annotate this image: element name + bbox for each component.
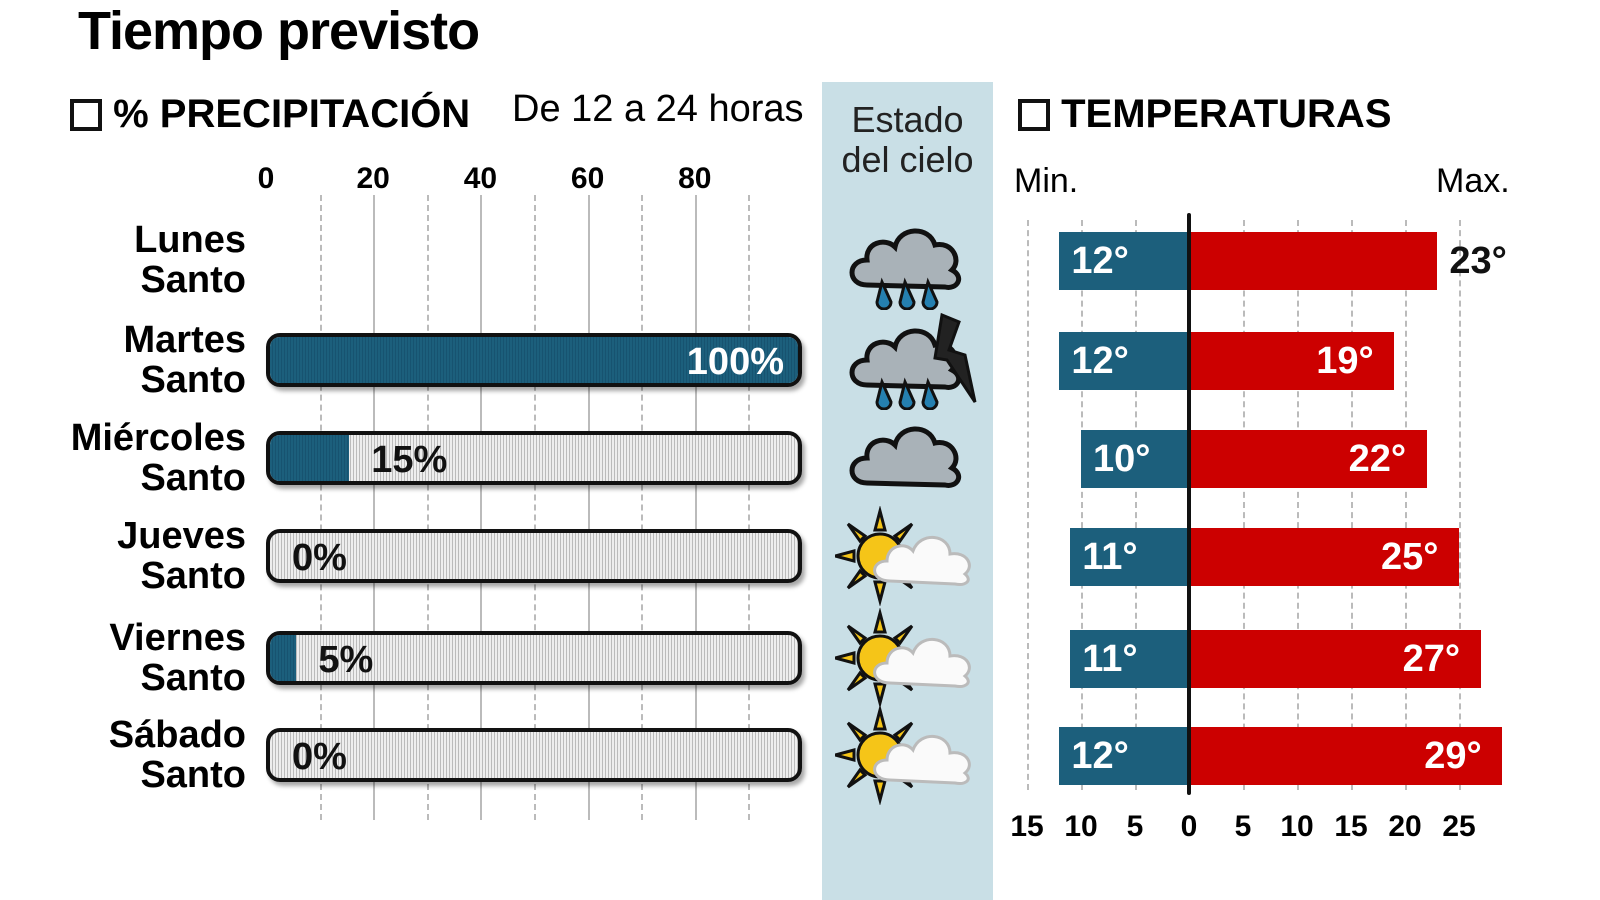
precip-bar: 0% xyxy=(266,728,802,782)
min-temp-label: 11° xyxy=(1082,536,1138,578)
x-tick-label: 5 xyxy=(1234,810,1252,843)
sky-header-line1: Estado xyxy=(851,99,964,140)
precip-value-label: 0% xyxy=(292,537,347,579)
max-temp-bar xyxy=(1189,528,1459,586)
gridline xyxy=(373,195,376,820)
min-temp-bar xyxy=(1081,430,1189,488)
max-label: Max. xyxy=(1436,162,1510,200)
gridline xyxy=(480,195,483,820)
min-temp-bar xyxy=(1059,332,1189,390)
gridline xyxy=(1081,220,1083,790)
max-temp-bar xyxy=(1189,232,1438,290)
gridline xyxy=(748,195,751,820)
precip-fill xyxy=(270,435,350,481)
x-tick-label: 5 xyxy=(1126,810,1144,843)
max-temp-label: 25° xyxy=(1381,536,1439,578)
sun-cloud-icon xyxy=(835,708,971,802)
precip-header: % PRECIPITACIÓN xyxy=(70,92,470,137)
checkbox-icon xyxy=(70,99,102,131)
day-label: Viernes Santo xyxy=(109,617,246,699)
max-temp-bar xyxy=(1189,727,1503,785)
max-temp-bar xyxy=(1189,430,1427,488)
min-temp-label: 12° xyxy=(1071,340,1129,382)
max-temp-label: 22° xyxy=(1348,438,1407,480)
min-temp-bar xyxy=(1059,727,1189,785)
precip-value-label: 5% xyxy=(318,639,374,681)
precip-value-label: 0% xyxy=(292,736,347,778)
max-temp-label: 29° xyxy=(1424,735,1482,777)
gridline xyxy=(534,195,536,820)
precip-value-label: 100% xyxy=(686,341,784,383)
x-tick-label: 15 xyxy=(1010,810,1044,843)
x-tick-label: 10 xyxy=(1064,810,1098,843)
cloud-rain-icon xyxy=(835,210,985,310)
max-temp-bar xyxy=(1189,630,1481,688)
min-temp-label: 12° xyxy=(1071,240,1129,282)
precip-fill xyxy=(270,337,798,383)
x-tick-label: 80 xyxy=(678,162,712,195)
zero-axis xyxy=(1187,213,1191,795)
cloud-icon xyxy=(835,408,985,508)
min-label: Min. xyxy=(1014,162,1079,200)
gridline xyxy=(426,195,429,820)
min-temp-label: 10° xyxy=(1093,438,1151,480)
gridline xyxy=(694,195,697,820)
precip-subtitle: De 12 a 24 horas xyxy=(512,88,804,130)
temps-title: TEMPERATURAS xyxy=(1061,92,1392,136)
gridline xyxy=(1135,220,1137,790)
sky-header-line2: del cielo xyxy=(841,139,974,180)
temps-header: TEMPERATURAS xyxy=(1018,92,1392,137)
sun-cloud-icon xyxy=(835,509,971,603)
max-temp-bar xyxy=(1189,332,1395,390)
x-tick-label: 20 xyxy=(1388,810,1422,843)
x-tick-label: 0 xyxy=(257,162,275,195)
gridline xyxy=(587,195,590,820)
checkbox-icon xyxy=(1018,99,1050,131)
day-label: Sábado Santo xyxy=(108,714,246,796)
gridline xyxy=(1351,220,1353,790)
x-tick-label: 25 xyxy=(1442,810,1476,843)
min-temp-bar xyxy=(1070,528,1189,586)
gridline xyxy=(1459,220,1461,790)
x-tick-label: 0 xyxy=(1180,810,1198,843)
day-label: Martes Santo xyxy=(123,319,247,401)
min-temp-label: 12° xyxy=(1071,735,1129,777)
day-label: Miércoles Santo xyxy=(70,417,246,499)
day-label: Jueves Santo xyxy=(117,515,246,597)
sun-cloud-icon xyxy=(835,611,971,705)
max-temp-label: 23° xyxy=(1449,240,1507,282)
min-temp-label: 11° xyxy=(1082,638,1138,680)
precip-title: % PRECIPITACIÓN xyxy=(113,92,471,136)
precip-value-label: 15% xyxy=(371,439,448,481)
max-temp-label: 27° xyxy=(1402,638,1461,680)
min-temp-bar xyxy=(1059,232,1189,290)
sky-header: Estado del cielo xyxy=(822,100,993,180)
precip-bar: 0% xyxy=(266,529,802,583)
x-tick-label: 10 xyxy=(1280,810,1314,843)
x-tick-label: 60 xyxy=(570,162,605,195)
gridline xyxy=(1243,220,1245,790)
max-temp-label: 19° xyxy=(1316,340,1374,382)
page-title: Tiempo previsto xyxy=(78,1,480,61)
precip-bar: 100% xyxy=(266,333,802,387)
precip-bar: 15% xyxy=(266,431,802,485)
gridline xyxy=(641,195,644,820)
x-tick-label: 40 xyxy=(463,162,498,195)
x-tick-label: 20 xyxy=(356,162,390,195)
x-tick-label: 15 xyxy=(1334,810,1368,843)
precip-bar: 5% xyxy=(266,631,802,685)
precip-fill xyxy=(270,635,297,681)
gridline xyxy=(1405,220,1407,790)
gridline xyxy=(1297,220,1299,790)
gridline xyxy=(1027,220,1029,790)
gridline xyxy=(319,195,322,820)
min-temp-bar xyxy=(1070,630,1189,688)
day-label: Lunes Santo xyxy=(134,219,246,301)
cloud-rain-lightning-icon xyxy=(835,313,977,410)
